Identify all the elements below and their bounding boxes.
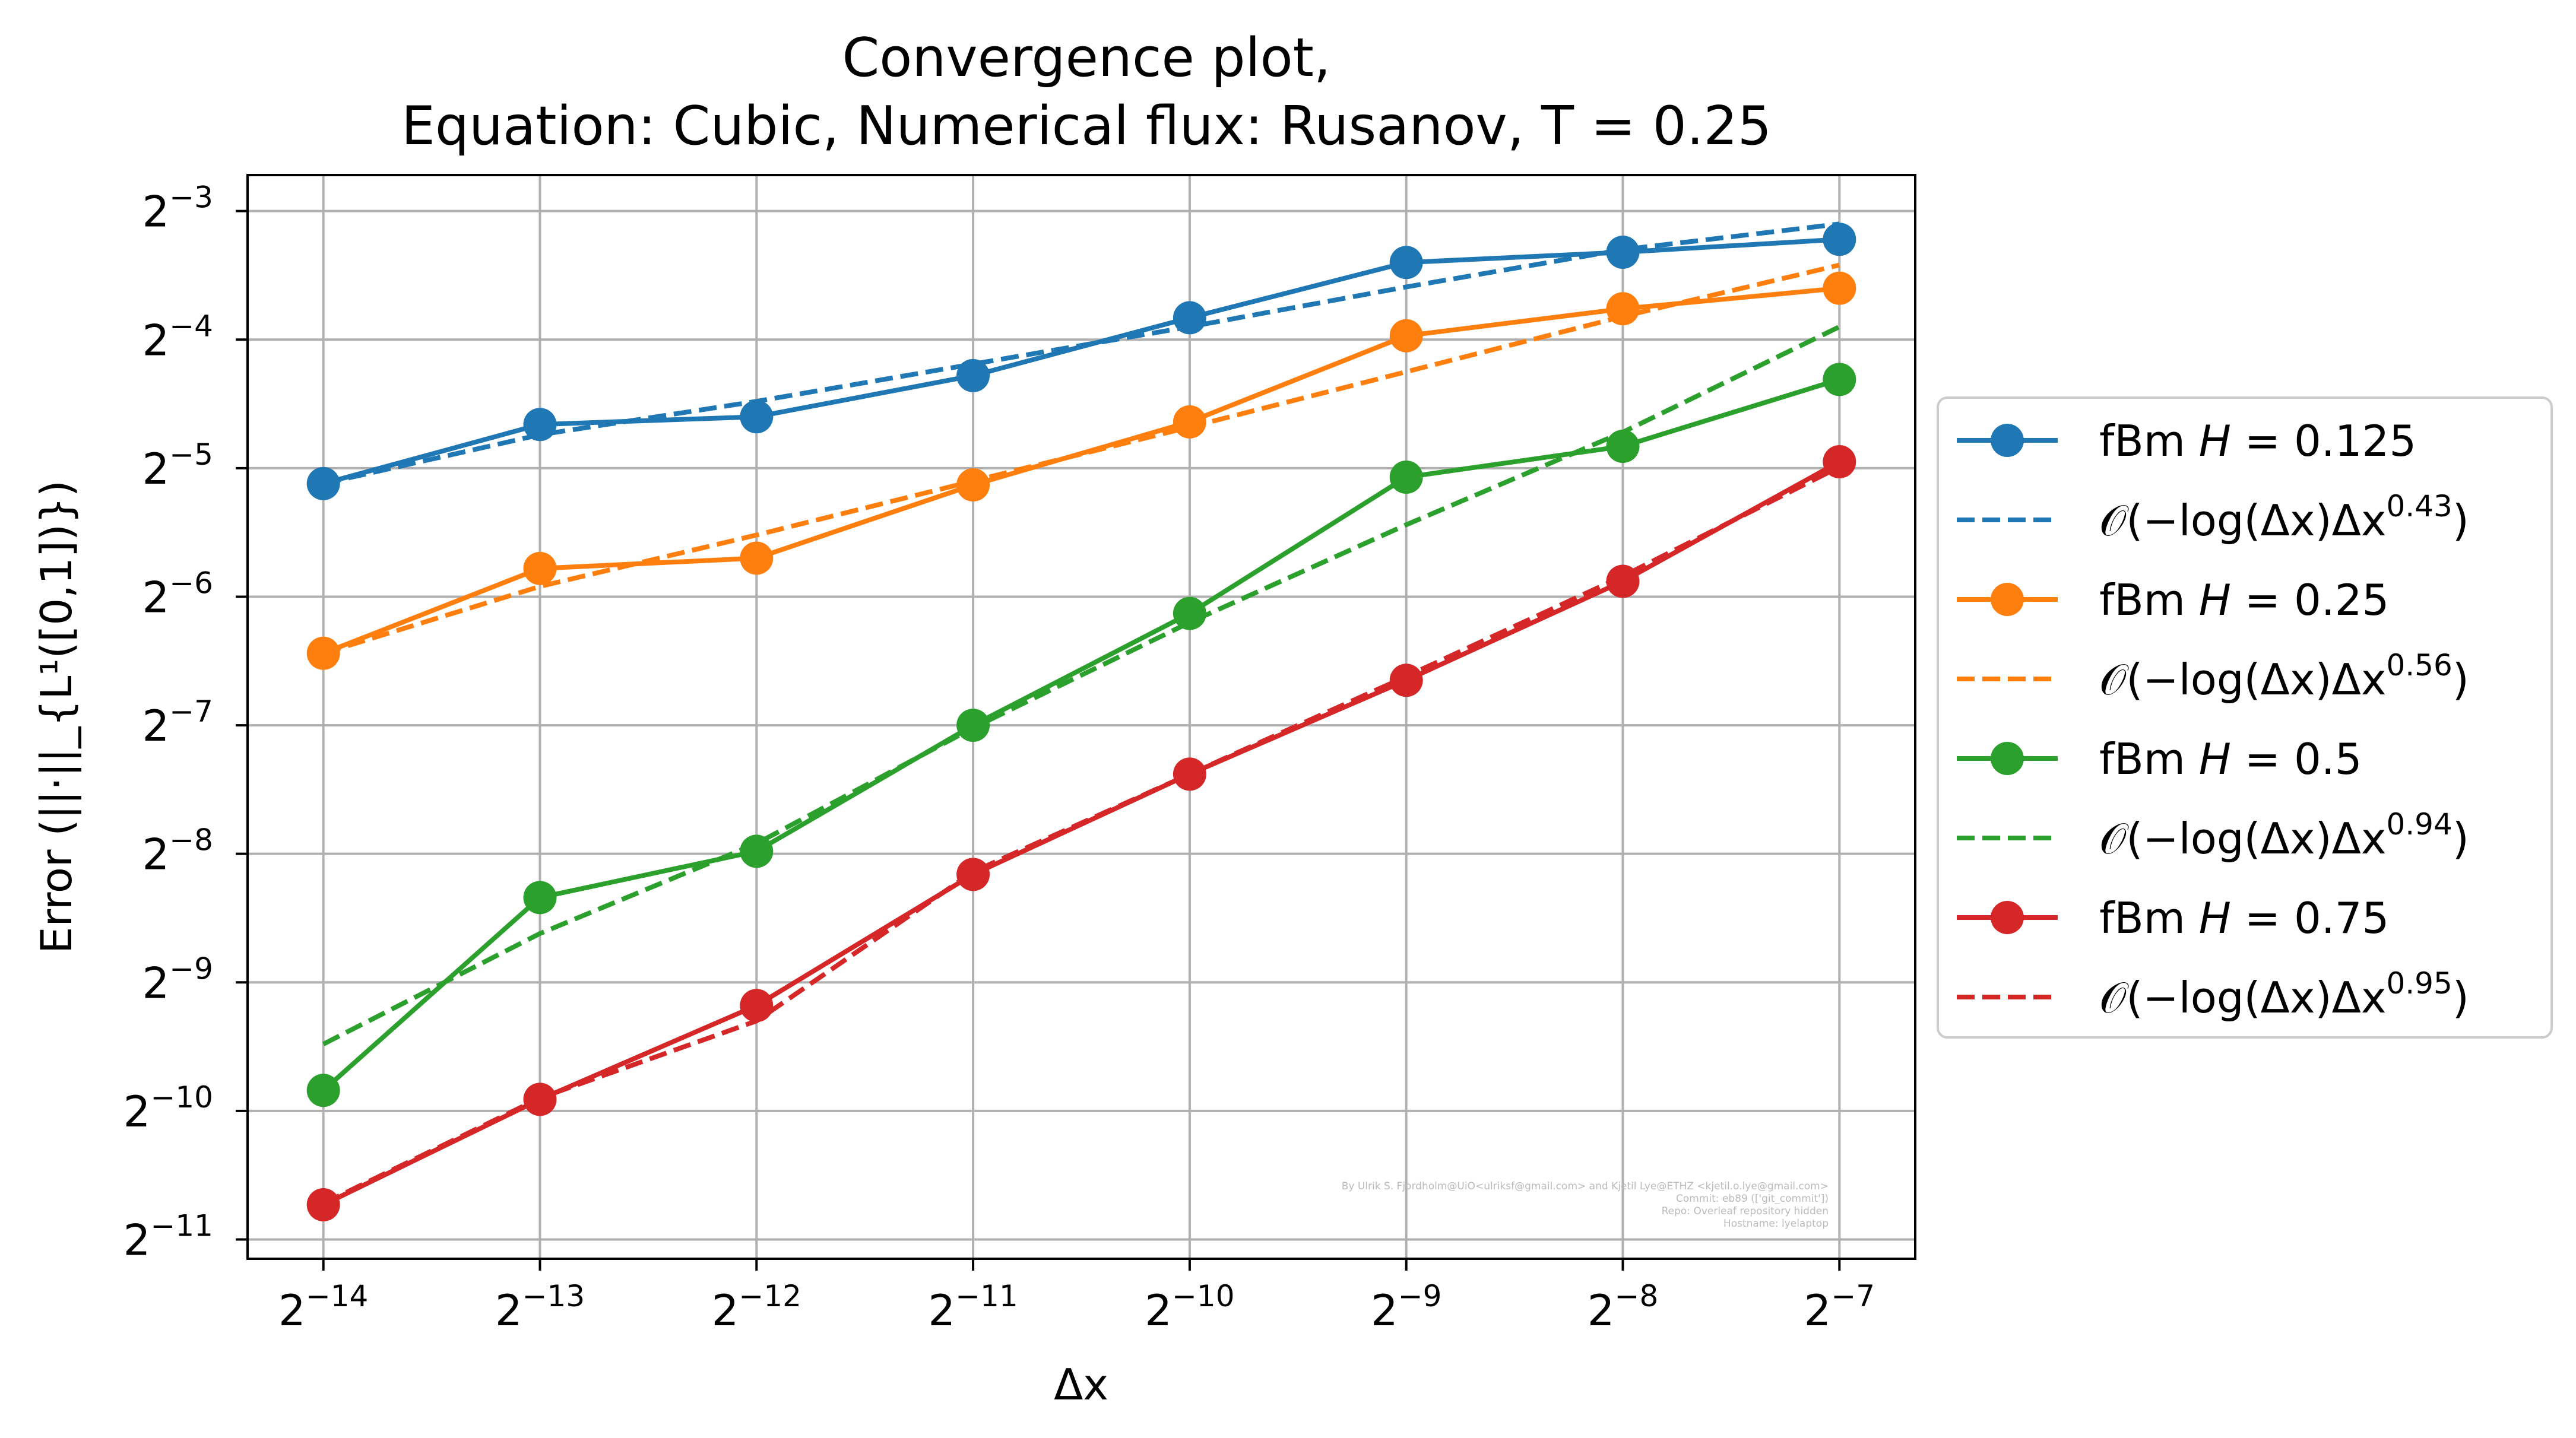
x-tick-label: 2−14 bbox=[278, 1279, 368, 1335]
legend-label: 𝒪(−log(Δx)Δx0.94) bbox=[2099, 807, 2469, 864]
series-line bbox=[322, 285, 1840, 656]
series-5-data bbox=[306, 363, 1856, 1107]
y-tick-label: 2−4 bbox=[142, 309, 213, 365]
grid bbox=[248, 175, 1915, 1259]
data-point bbox=[1389, 319, 1423, 353]
legend-marker bbox=[1991, 901, 2024, 934]
data-point bbox=[306, 1188, 340, 1222]
plot-series bbox=[306, 221, 1856, 1222]
data-point bbox=[1823, 223, 1856, 256]
series-line bbox=[322, 465, 1841, 1206]
series-line bbox=[322, 221, 1840, 486]
legend-label: fBm H = 0.25 bbox=[2099, 575, 2389, 625]
chart-title-line-1: Convergence plot, bbox=[842, 27, 1330, 89]
legend-box bbox=[1937, 396, 2553, 1039]
legend-marker bbox=[1991, 424, 2024, 457]
x-axis-label: Δx bbox=[1054, 1360, 1108, 1410]
y-tick-label: 2−10 bbox=[123, 1080, 213, 1137]
x-tick-label: 2−13 bbox=[495, 1279, 585, 1335]
data-point bbox=[523, 881, 557, 915]
series-3-data bbox=[306, 271, 1856, 670]
legend-label: fBm H = 0.5 bbox=[2099, 734, 2362, 784]
legend-entry: fBm H = 0.75 bbox=[1957, 893, 2389, 943]
legend-entry: 𝒪(−log(Δx)Δx0.56) bbox=[1957, 648, 2469, 704]
series-line bbox=[322, 262, 1840, 656]
watermark-line: Commit: eb89 (['git_commit']) bbox=[1676, 1193, 1829, 1205]
plot-frame bbox=[246, 174, 1916, 1260]
chart-title-line-2: Equation: Cubic, Numerical flux: Rusanov… bbox=[401, 95, 1772, 157]
series-2-fit bbox=[322, 221, 1840, 486]
y-tick-label: 2−6 bbox=[142, 566, 213, 622]
axis-ticks: 2−14 2−13 2−12 2−11 2−10 2−9 2−8 2−7 2−3 2−4 2−5 2−… bbox=[123, 180, 1875, 1335]
y-tick-label: 2−11 bbox=[123, 1209, 213, 1265]
y-tick-label: 2−8 bbox=[142, 823, 213, 880]
legend-entry: fBm H = 0.25 bbox=[1957, 575, 2389, 625]
legend-label: 𝒪(−log(Δx)Δx0.56) bbox=[2099, 648, 2469, 704]
data-point bbox=[1823, 271, 1856, 305]
legend-entry: 𝒪(−log(Δx)Δx0.43) bbox=[1957, 489, 2469, 545]
series-line bbox=[322, 377, 1840, 1093]
x-tick-label: 2−9 bbox=[1371, 1279, 1442, 1335]
data-point bbox=[1606, 235, 1640, 269]
data-point bbox=[1606, 430, 1640, 464]
data-point bbox=[1389, 246, 1423, 280]
legend-entry: 𝒪(−log(Δx)Δx0.94) bbox=[1957, 807, 2469, 864]
data-point bbox=[740, 989, 774, 1023]
legend-entry: fBm H = 0.5 bbox=[1957, 734, 2362, 784]
data-point bbox=[1823, 445, 1856, 479]
y-tick-label: 2−7 bbox=[142, 694, 213, 751]
x-tick-label: 2−11 bbox=[928, 1279, 1018, 1335]
legend-marker bbox=[1991, 742, 2024, 775]
watermark-line: Repo: Overleaf repository hidden bbox=[1662, 1205, 1829, 1217]
legend-label: 𝒪(−log(Δx)Δx0.95) bbox=[2099, 966, 2469, 1023]
legend-label: fBm H = 0.125 bbox=[2099, 416, 2416, 466]
watermark-line: Hostname: lyelaptop bbox=[1723, 1218, 1829, 1230]
data-point bbox=[740, 541, 774, 575]
data-point bbox=[1823, 363, 1856, 396]
data-point bbox=[1173, 405, 1206, 439]
x-tick-label: 2−12 bbox=[712, 1279, 801, 1335]
series-6-fit bbox=[322, 325, 1841, 1046]
x-tick-label: 2−8 bbox=[1588, 1279, 1659, 1335]
data-point bbox=[740, 834, 774, 868]
data-point bbox=[956, 468, 990, 502]
series-8-fit bbox=[322, 465, 1841, 1206]
legend-entry: fBm H = 0.125 bbox=[1957, 416, 2416, 466]
series-line bbox=[322, 325, 1841, 1046]
y-axis-label: Error (||·||_{L¹([0,1])}) bbox=[31, 480, 82, 954]
data-point bbox=[1173, 596, 1206, 630]
data-point bbox=[523, 551, 557, 585]
data-point bbox=[1389, 461, 1423, 494]
x-tick-label: 2−10 bbox=[1145, 1279, 1234, 1335]
legend-label: fBm H = 0.75 bbox=[2099, 893, 2389, 943]
x-tick-label: 2−7 bbox=[1804, 1279, 1875, 1335]
legend: fBm H = 0.125 𝒪(−log(Δx)Δx0.43) fBm H = 0.… bbox=[1937, 396, 2553, 1039]
legend-marker bbox=[1991, 583, 2024, 616]
y-tick-label: 2−3 bbox=[142, 180, 213, 237]
data-point bbox=[306, 1074, 340, 1107]
y-tick-label: 2−9 bbox=[142, 951, 213, 1008]
legend-label: 𝒪(−log(Δx)Δx0.43) bbox=[2099, 489, 2469, 545]
y-tick-label: 2−5 bbox=[142, 437, 213, 494]
watermark: By Ulrik S. Fjordholm@UiO<ulriksf@gmail.… bbox=[1342, 1180, 1829, 1230]
legend-entry: 𝒪(−log(Δx)Δx0.95) bbox=[1957, 966, 2469, 1023]
series-4-fit bbox=[322, 262, 1840, 656]
data-point bbox=[1389, 664, 1423, 697]
watermark-line: By Ulrik S. Fjordholm@UiO<ulriksf@gmail.… bbox=[1342, 1180, 1829, 1192]
data-point bbox=[740, 400, 774, 434]
